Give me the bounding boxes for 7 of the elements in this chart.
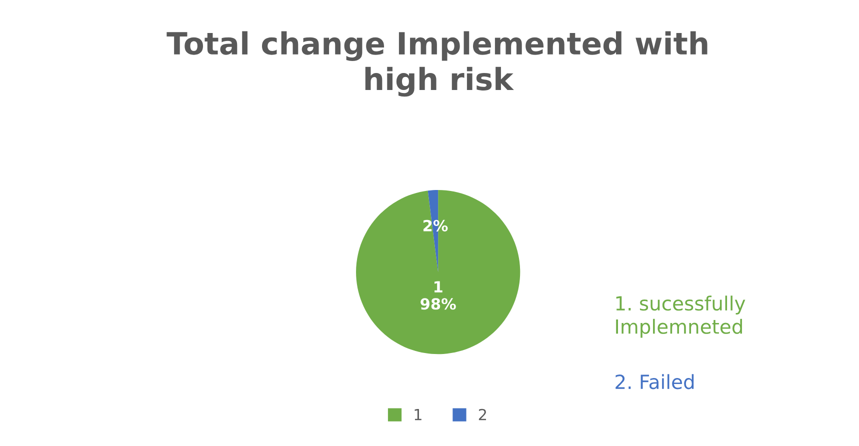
text: 1. sucessfully Implemneted [616,296,746,338]
pie-slice [356,190,520,354]
data-label: 1 98% [420,281,456,310]
legend-label: 2 [478,408,486,420]
legend-label: 1 [414,409,422,420]
text: 2. Failed [616,374,694,390]
chart-title: Total change Implemented with high risk [166,31,708,97]
